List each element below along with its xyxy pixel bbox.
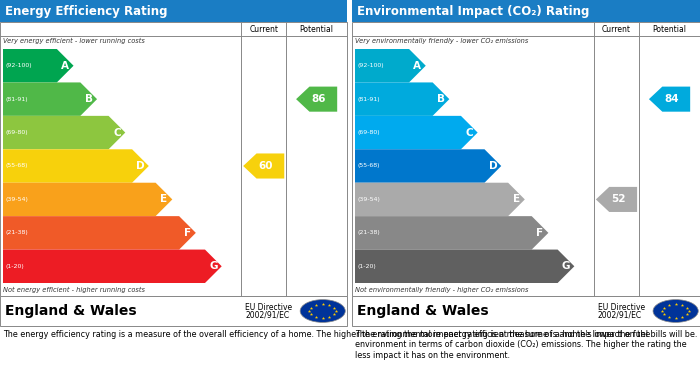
Text: EU Directive: EU Directive <box>598 303 645 312</box>
Polygon shape <box>596 187 637 212</box>
Polygon shape <box>352 0 700 22</box>
Text: Current: Current <box>249 25 278 34</box>
Text: Potential: Potential <box>652 25 687 34</box>
Text: C: C <box>466 127 473 138</box>
Text: G: G <box>561 261 570 271</box>
Polygon shape <box>355 216 548 249</box>
Polygon shape <box>3 149 149 183</box>
Text: Environmental Impact (CO₂) Rating: Environmental Impact (CO₂) Rating <box>357 5 589 18</box>
Text: (1-20): (1-20) <box>6 264 25 269</box>
Polygon shape <box>355 116 477 149</box>
Text: England & Wales: England & Wales <box>357 304 489 318</box>
Text: D: D <box>489 161 497 171</box>
Polygon shape <box>355 149 501 183</box>
Text: (69-80): (69-80) <box>6 130 29 135</box>
Polygon shape <box>355 249 574 283</box>
Polygon shape <box>3 49 73 83</box>
Text: Very environmentally friendly - lower CO₂ emissions: Very environmentally friendly - lower CO… <box>355 38 528 44</box>
Polygon shape <box>352 296 700 326</box>
Text: Potential: Potential <box>300 25 334 34</box>
Text: A: A <box>61 61 69 71</box>
Text: 84: 84 <box>664 94 679 104</box>
Text: (92-100): (92-100) <box>358 63 384 68</box>
Text: The energy efficiency rating is a measure of the overall efficiency of a home. T: The energy efficiency rating is a measur… <box>3 330 697 339</box>
Text: E: E <box>160 194 167 204</box>
Text: C: C <box>113 127 120 138</box>
Text: F: F <box>536 228 544 238</box>
Text: (39-54): (39-54) <box>6 197 29 202</box>
Text: 2002/91/EC: 2002/91/EC <box>598 310 642 319</box>
Text: 60: 60 <box>258 161 273 171</box>
Text: 52: 52 <box>611 194 626 204</box>
Text: E: E <box>513 194 520 204</box>
Polygon shape <box>3 116 125 149</box>
Text: Very energy efficient - lower running costs: Very energy efficient - lower running co… <box>3 38 145 44</box>
Text: B: B <box>85 94 92 104</box>
Text: Current: Current <box>602 25 631 34</box>
Polygon shape <box>3 216 196 249</box>
Polygon shape <box>3 83 97 116</box>
Polygon shape <box>355 83 449 116</box>
Polygon shape <box>296 87 337 112</box>
Text: (21-38): (21-38) <box>358 230 381 235</box>
Text: (1-20): (1-20) <box>358 264 377 269</box>
Text: A: A <box>414 61 421 71</box>
Polygon shape <box>243 153 284 179</box>
Polygon shape <box>355 49 426 83</box>
Text: 2002/91/EC: 2002/91/EC <box>245 310 289 319</box>
Text: 86: 86 <box>312 94 326 104</box>
Text: (55-68): (55-68) <box>358 163 381 169</box>
Text: (92-100): (92-100) <box>6 63 33 68</box>
Text: G: G <box>209 261 218 271</box>
Polygon shape <box>355 183 525 216</box>
Text: (21-38): (21-38) <box>6 230 29 235</box>
Polygon shape <box>0 296 347 326</box>
Text: Not environmentally friendly - higher CO₂ emissions: Not environmentally friendly - higher CO… <box>355 287 528 293</box>
Text: (39-54): (39-54) <box>358 197 381 202</box>
Polygon shape <box>3 249 222 283</box>
Text: B: B <box>437 94 445 104</box>
Text: D: D <box>136 161 145 171</box>
Text: (81-91): (81-91) <box>6 97 29 102</box>
Polygon shape <box>352 22 700 296</box>
Text: The environmental impact rating is a measure of a home's impact on the environme: The environmental impact rating is a mea… <box>355 330 687 360</box>
Text: (55-68): (55-68) <box>6 163 29 169</box>
Polygon shape <box>0 22 347 296</box>
Text: (69-80): (69-80) <box>358 130 381 135</box>
Ellipse shape <box>653 300 699 323</box>
Text: (81-91): (81-91) <box>358 97 381 102</box>
Text: Not energy efficient - higher running costs: Not energy efficient - higher running co… <box>3 287 145 293</box>
Text: EU Directive: EU Directive <box>245 303 293 312</box>
Ellipse shape <box>300 300 345 323</box>
Text: England & Wales: England & Wales <box>5 304 136 318</box>
Polygon shape <box>649 87 690 112</box>
Text: F: F <box>184 228 191 238</box>
Polygon shape <box>0 0 347 22</box>
Text: Energy Efficiency Rating: Energy Efficiency Rating <box>5 5 167 18</box>
Polygon shape <box>3 183 172 216</box>
